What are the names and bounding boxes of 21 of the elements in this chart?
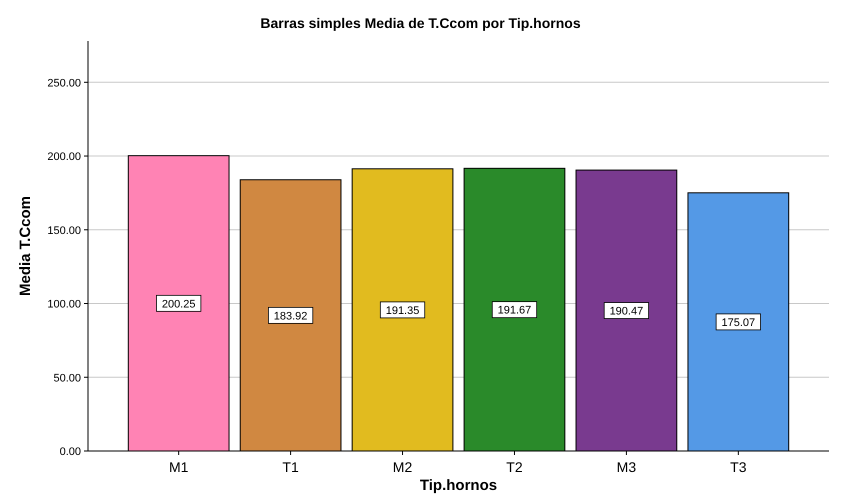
y-tick-label: 200.00 (47, 151, 81, 164)
x-tick-label: M1 (168, 459, 189, 475)
y-tick-label: 250.00 (47, 77, 81, 90)
data-label: 191.67 (498, 304, 532, 317)
data-label: 183.92 (274, 310, 308, 322)
x-tick-label: M2 (392, 459, 412, 475)
x-tick-label: T2 (506, 459, 523, 475)
data-label: 200.25 (162, 298, 196, 310)
y-axis-title: Media T.Ccom (17, 196, 34, 296)
x-axis-title: Tip.hornos (420, 477, 498, 494)
y-tick-label: 0.00 (60, 446, 81, 458)
data-label: 190.47 (610, 306, 644, 318)
data-label: 175.07 (722, 316, 756, 329)
chart-title: Barras simples Media de T.Ccom por Tip.hornos (260, 15, 581, 31)
x-tick-label: T3 (730, 459, 747, 475)
y-tick-label: 100.00 (47, 298, 81, 311)
x-tick-label: T1 (282, 459, 299, 475)
data-label: 191.35 (386, 304, 420, 317)
y-tick-label: 50.00 (53, 372, 81, 384)
x-tick-label: M3 (616, 459, 636, 475)
y-tick-label: 150.00 (47, 224, 81, 237)
